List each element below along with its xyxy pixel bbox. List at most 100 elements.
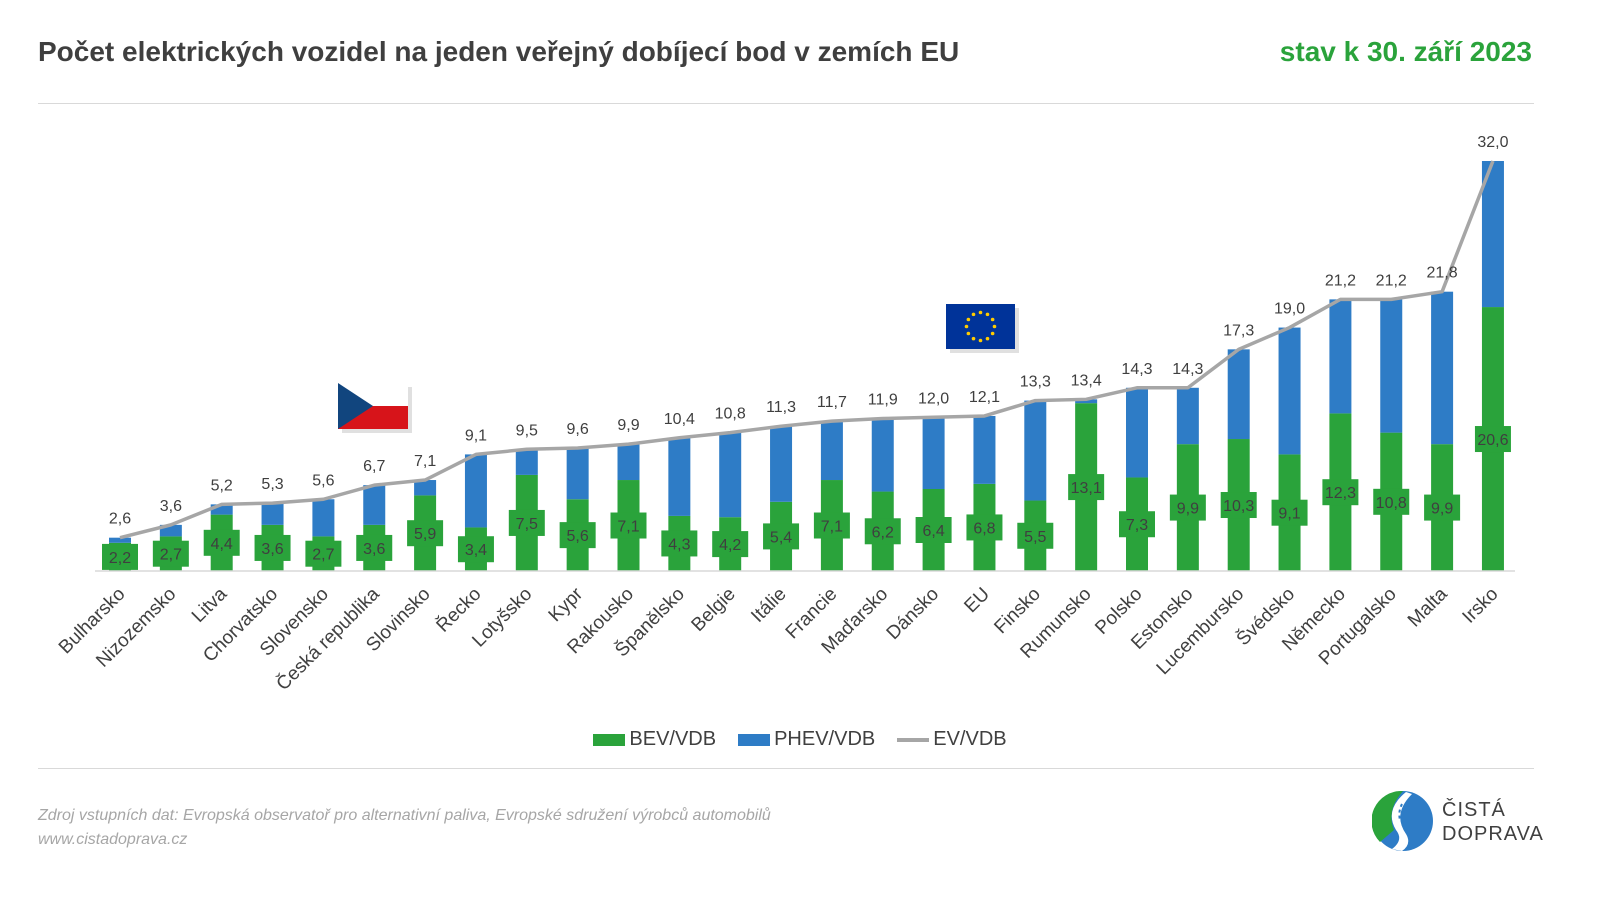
bar-phev-lotyssko: [515, 449, 538, 475]
bar-phev-chorvatsko: [261, 503, 284, 525]
bev-label-text: 20,6: [1477, 432, 1508, 449]
ev-data-label-finsko: 13,3: [1020, 374, 1051, 391]
bar-phev-madarsko: [871, 418, 894, 492]
bev-label-box: [763, 523, 800, 550]
bev-label-box: [559, 522, 596, 549]
bev-label-box: [915, 517, 952, 543]
bev-label-box: [1068, 474, 1105, 501]
bev-label-text: 4,2: [719, 537, 741, 554]
bar-phev-svedsko: [1278, 327, 1301, 455]
bev-label-box: [864, 518, 901, 545]
bev-label-box: [1474, 426, 1511, 453]
date-label: stav k 30. září 2023: [1279, 36, 1532, 67]
eu-star: [990, 317, 995, 322]
bev-label-box: [457, 536, 494, 563]
bev-label-box: [1322, 479, 1359, 506]
bar-phev-finsko: [1024, 400, 1047, 501]
eu-star: [971, 312, 976, 317]
legend-item-phev: PHEV/VDB: [738, 728, 875, 751]
ev-data-label-slovensko: 5,6: [312, 472, 334, 489]
bar-phev-belgie: [719, 432, 742, 518]
bev-data-label-lucembursko: 10,3: [1220, 492, 1257, 519]
eu-star: [978, 310, 983, 315]
bev-label-text: 2,7: [312, 547, 334, 564]
ev-data-label-rakousko: 9,9: [617, 417, 639, 434]
bev-label-box: [1373, 488, 1410, 515]
ev-data-label-lucembursko: 17,3: [1223, 322, 1254, 339]
bev-label-box: [1220, 492, 1257, 519]
source-url: www.cistadoprava.cz: [38, 831, 188, 848]
flag-blue-triangle: [338, 383, 373, 429]
bev-label-text: 7,1: [821, 519, 843, 536]
ev-data-label-eu: 12,1: [969, 389, 1000, 406]
bar-phev-nizozemsko: [159, 524, 182, 537]
bev-label-text: 3,4: [465, 542, 487, 559]
x-tick-label-italie: Itálie: [747, 584, 790, 627]
bar-phev-rakousko: [617, 444, 640, 481]
bev-label-box: [152, 540, 189, 567]
road-logo-icon: [1371, 790, 1433, 851]
bar-phev-slovensko: [312, 499, 335, 537]
ev-data-label-belgie: 10,8: [715, 406, 746, 423]
bar-phev-spanelsko: [668, 437, 691, 516]
bottom-divider: [38, 768, 1534, 769]
bev-label-text: 7,5: [516, 516, 538, 533]
bev-data-label-bulharsko: 2,2: [102, 543, 138, 570]
bev-data-label-dansko: 6,4: [915, 517, 952, 543]
bev-data-label-chorvatsko: 3,6: [254, 534, 291, 561]
bar-phev-dansko: [922, 417, 945, 489]
bev-label-box: [1271, 499, 1308, 526]
ev-data-label-chorvatsko: 5,3: [261, 476, 283, 493]
eu-star: [966, 317, 971, 322]
bev-data-label-spanelsko: 4,3: [661, 530, 698, 557]
bev-data-label-nizozemsko: 2,7: [152, 540, 189, 567]
bev-label-text: 7,1: [617, 519, 639, 536]
bev-data-label-estonsko: 9,9: [1169, 494, 1206, 521]
bev-label-text: 10,3: [1223, 498, 1254, 515]
bev-label-box: [1424, 494, 1461, 521]
x-tick-label-dansko: Dánsko: [883, 584, 943, 644]
czech-flag-icon: [338, 383, 412, 433]
bev-label-text: 3,6: [261, 541, 283, 558]
bev-data-label-francie: 7,1: [813, 512, 850, 539]
bev-label-text: 12,3: [1325, 485, 1356, 502]
bev-label-text: 6,8: [973, 520, 995, 537]
x-tick-label-eu: EU: [960, 584, 994, 618]
bev-label-box: [203, 529, 240, 556]
bar-phev-litva: [210, 504, 233, 515]
bev-label-box: [407, 520, 444, 547]
bar-phev-lucembursko: [1227, 349, 1250, 440]
bev-label-box: [102, 543, 138, 570]
legend-label-ev: EV/VDB: [933, 728, 1007, 750]
ev-data-label-bulharsko: 2,6: [109, 511, 131, 528]
ev-line: [119, 160, 1495, 540]
legend-swatch-ev: [897, 737, 930, 742]
ev-data-label-ceska-republika: 6,7: [363, 458, 385, 475]
x-tick-label-belgie: Belgie: [688, 584, 740, 636]
ev-data-label-portugalsko: 21,2: [1376, 272, 1407, 289]
ev-data-label-kypr: 9,6: [567, 421, 589, 438]
ev-data-label-svedsko: 19,0: [1274, 301, 1305, 318]
eu-star: [990, 331, 995, 336]
bar-phev-irsko: [1481, 161, 1504, 308]
bev-data-label-belgie: 4,2: [712, 531, 749, 558]
bar-phev-italie: [770, 426, 793, 502]
bar-phev-polsko: [1126, 387, 1148, 478]
bev-data-label-kypr: 5,6: [559, 522, 596, 549]
bev-data-label-slovinsko: 5,9: [407, 520, 444, 547]
bev-data-label-eu: 6,8: [966, 514, 1003, 541]
eu-star: [966, 331, 971, 336]
bev-data-label-italie: 5,4: [763, 523, 800, 550]
legend-label-bev: BEV/VDB: [629, 728, 717, 750]
bev-label-text: 6,4: [922, 523, 944, 540]
ev-data-label-madarsko: 11,9: [868, 392, 898, 409]
ev-data-label-francie: 11,7: [817, 394, 847, 411]
bev-label-box: [1017, 522, 1054, 549]
bev-data-label-portugalsko: 10,8: [1373, 488, 1410, 515]
x-tick-label-litva: Litva: [188, 583, 232, 627]
source-text: Zdroj vstupních dat: Evropská observatoř…: [38, 807, 771, 824]
bev-label-text: 6,2: [872, 524, 894, 541]
eu-star: [992, 324, 997, 329]
ev-data-label-rumunsko: 13,4: [1071, 372, 1102, 389]
eu-star: [985, 336, 990, 341]
